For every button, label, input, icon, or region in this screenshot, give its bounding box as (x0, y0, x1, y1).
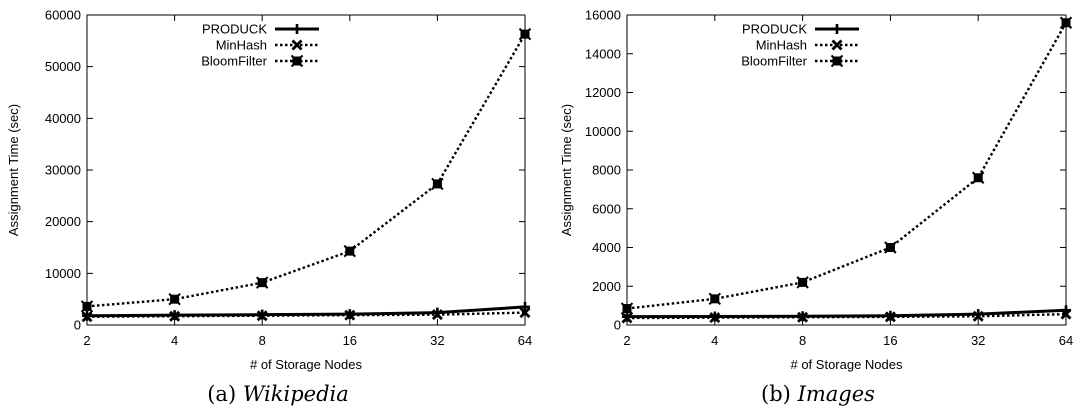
y-tick-label-b: 14000 (585, 46, 621, 61)
series-produck-a (82, 301, 530, 321)
series-produck-b (622, 305, 1071, 322)
point-produck-b-2 (622, 311, 632, 322)
point-produck-a-32 (432, 307, 443, 318)
y-tick-label-b: 16000 (585, 8, 621, 23)
point-bloomfilter-a-32 (431, 177, 444, 191)
series-bloomfilter-b (620, 16, 1073, 315)
legend-marker-bloomfilter-a (290, 54, 304, 68)
series-line-minhash-b (626, 312, 1067, 320)
y-tick-label-b: 6000 (592, 201, 621, 216)
legend-marker-bloomfilter-b (830, 54, 844, 68)
x-tick-label-a: 16 (343, 333, 357, 348)
x-tick-label-b: 16 (883, 333, 897, 348)
chart-a: 0 10000 20000 30000 40000 50000 60000 2 4 8 16 32 64… (6, 8, 532, 373)
point-bloomfilter-b-8 (796, 276, 809, 289)
legend-item-minhash-a: MinHash (216, 38, 319, 53)
x-tick-label-a: 4 (171, 333, 178, 348)
point-bloomfilter-a-16 (343, 244, 357, 258)
x-tick-label-a: 2 (83, 333, 90, 348)
legend-item-minhash-b: MinHash (756, 38, 859, 53)
legend-label-minhash-b: MinHash (756, 38, 807, 53)
point-bloomfilter-a-4 (168, 292, 181, 306)
point-produck-b-8 (797, 311, 808, 322)
series-bloomfilter-a (80, 27, 532, 313)
y-tick-label-b: 0 (614, 318, 621, 333)
point-bloomfilter-b-4 (708, 292, 722, 306)
x-axis-title-a: # of Storage Nodes (250, 357, 363, 372)
y-tick-label-b: 4000 (592, 240, 621, 255)
point-bloomfilter-a-8 (255, 276, 269, 289)
y-tick-label-a: 10000 (45, 266, 81, 281)
y-tick-label-b: 10000 (585, 124, 621, 139)
x-tick-label-a: 8 (259, 333, 266, 348)
point-produck-b-64 (1061, 305, 1071, 316)
y-tick-label-a: 0 (74, 318, 81, 333)
legend-label-minhash-a: MinHash (216, 38, 267, 53)
point-bloomfilter-b-16 (884, 241, 897, 254)
legend-item-produck-b: PRODUCK (742, 22, 859, 37)
caption-a: (a) Wikipedia (207, 382, 349, 406)
x-tick-label-b: 8 (799, 333, 806, 348)
y-tick-label-a: 40000 (45, 111, 81, 126)
legend-label-bloomfilter-a: BloomFilter (201, 54, 267, 69)
caption-a-prefix: (a) (207, 382, 237, 406)
legend-label-produck-a: PRODUCK (202, 22, 267, 37)
legend-label-produck-b: PRODUCK (742, 22, 807, 37)
point-bloomfilter-b-2 (620, 302, 634, 315)
x-tick-label-b: 2 (623, 333, 630, 348)
point-produck-a-16 (344, 309, 355, 320)
legend-item-bloomfilter-a: BloomFilter (201, 54, 319, 69)
point-produck-a-2 (82, 310, 92, 321)
y-tick-label-a: 30000 (45, 163, 81, 178)
point-bloomfilter-b-32 (971, 171, 985, 184)
caption-b: (b) Images (761, 382, 875, 406)
caption-a-name: Wikipedia (242, 382, 349, 406)
point-produck-a-8 (257, 309, 268, 320)
point-bloomfilter-a-64 (518, 27, 532, 41)
point-minhash-a-64 (519, 307, 531, 319)
series-line-produck-b (626, 308, 1067, 319)
legend-label-bloomfilter-b: BloomFilter (741, 54, 807, 69)
y-tick-label-a: 60000 (45, 8, 81, 23)
y-tick-label-a: 20000 (45, 214, 81, 229)
x-axis-title-b: # of Storage Nodes (790, 357, 903, 372)
legend-item-produck-a: PRODUCK (202, 22, 319, 37)
x-tick-label-b: 4 (711, 333, 718, 348)
legend-marker-produck-a (292, 24, 302, 34)
legend-marker-produck-b (832, 24, 842, 34)
point-produck-b-32 (973, 309, 984, 320)
x-tick-label-a: 32 (430, 333, 444, 348)
y-tick-label-b: 8000 (592, 163, 621, 178)
point-bloomfilter-b-64 (1059, 16, 1073, 29)
x-tick-label-a: 64 (518, 333, 532, 348)
chart-b: 0 2000 4000 6000 8000 10000 12000 14000 16000 2 4 8… (559, 8, 1073, 373)
y-tick-label-a: 50000 (45, 59, 81, 74)
series-line-produck-a (86, 305, 526, 318)
y-tick-label-b: 2000 (592, 279, 621, 294)
series-line-bloomfilter-a (86, 33, 527, 308)
x-tick-label-b: 64 (1059, 333, 1073, 348)
caption-b-prefix: (b) (761, 382, 791, 406)
legend-item-bloomfilter-b: BloomFilter (741, 54, 859, 69)
x-tick-label-b: 32 (971, 333, 985, 348)
point-produck-b-16 (885, 310, 896, 321)
y-axis-title-a: Assignment Time (sec) (6, 104, 21, 236)
y-tick-label-b: 12000 (585, 85, 621, 100)
series-line-minhash-a (86, 311, 526, 318)
point-bloomfilter-a-2 (80, 300, 94, 313)
point-produck-a-4 (169, 310, 180, 321)
caption-b-name: Images (797, 382, 875, 406)
series-line-bloomfilter-b (626, 22, 1068, 310)
legend-marker-minhash-a (291, 39, 303, 51)
point-produck-a-64 (520, 301, 530, 312)
point-produck-b-4 (709, 311, 720, 322)
y-axis-title-b: Assignment Time (sec) (559, 104, 574, 236)
legend-marker-minhash-b (831, 39, 843, 51)
